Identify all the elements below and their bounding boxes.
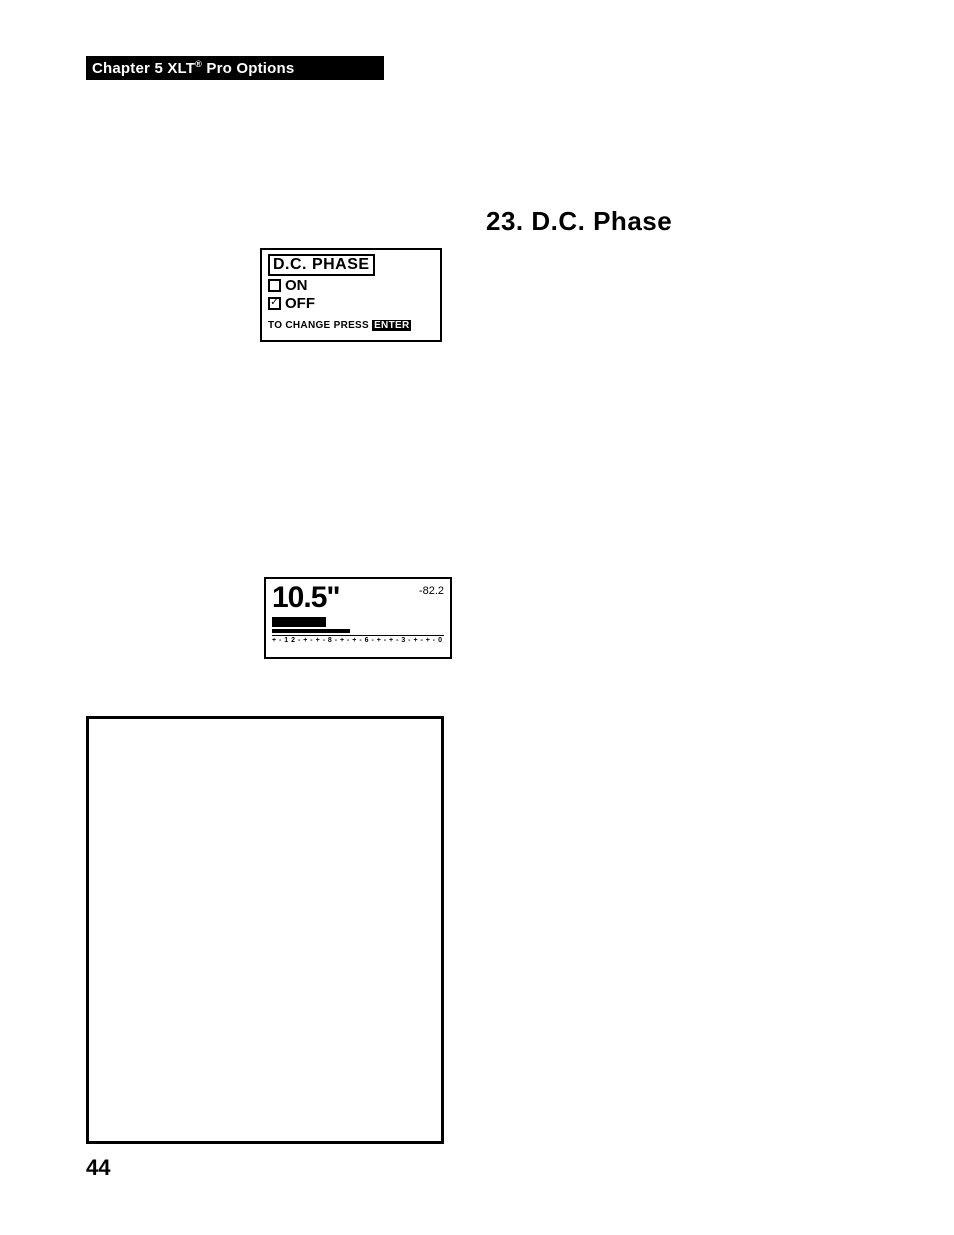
option-label-off: OFF — [285, 295, 315, 312]
checkbox-off[interactable]: ✓ — [268, 297, 281, 310]
depth-main-value: 10.5" — [272, 583, 340, 613]
depth-bar-1 — [272, 617, 326, 627]
page-number: 44 — [86, 1155, 110, 1181]
option-row-on: ON — [268, 277, 434, 294]
enter-key-badge: ENTER — [372, 320, 411, 331]
chapter-text-after: Pro Options — [202, 60, 294, 77]
depth-sub-value: -82.2 — [419, 583, 444, 597]
dc-phase-lcd: D.C. PHASE ON ✓ OFF TO CHANGE PRESS ENTE… — [260, 248, 442, 342]
depth-lcd: 10.5" -82.2 + - 1 2 - + - + - 8 - + - + … — [264, 577, 452, 659]
chapter-sup: ® — [195, 59, 202, 69]
depth-bar-2 — [272, 629, 350, 633]
dc-phase-footer: TO CHANGE PRESS ENTER — [268, 320, 434, 331]
depth-top-row: 10.5" -82.2 — [272, 583, 444, 613]
footer-prefix: TO CHANGE PRESS — [268, 320, 372, 331]
chapter-header-bar: Chapter 5 XLT® Pro Options — [86, 56, 384, 80]
dc-phase-title: D.C. PHASE — [268, 254, 375, 276]
chapter-text-before: Chapter 5 XLT — [92, 60, 195, 77]
option-row-off: ✓ OFF — [268, 295, 434, 312]
depth-scale: + - 1 2 - + - + - 8 - + - + - 6 - + - + … — [272, 635, 444, 644]
section-title: 23. D.C. Phase — [486, 206, 672, 237]
checkbox-on[interactable] — [268, 279, 281, 292]
option-label-on: ON — [285, 277, 308, 294]
large-empty-box — [86, 716, 444, 1144]
